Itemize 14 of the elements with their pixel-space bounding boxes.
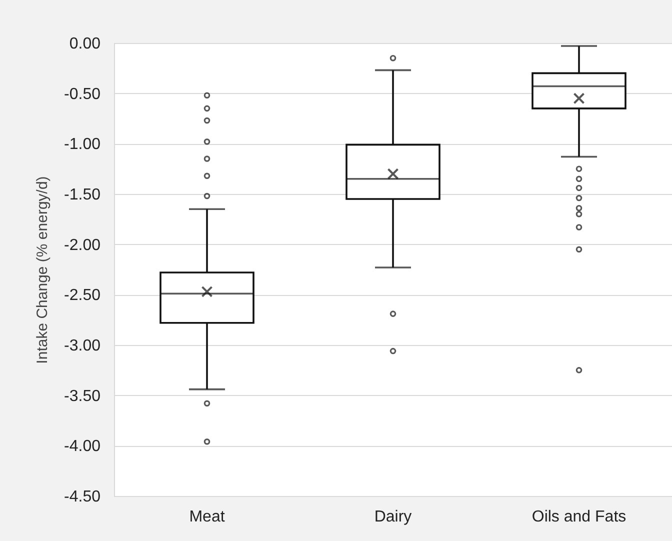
x-tick-label: Meat bbox=[189, 508, 226, 526]
x-tick-label: Dairy bbox=[374, 508, 412, 526]
y-tick-label: -1.00 bbox=[64, 136, 101, 154]
y-tick-label: -4.00 bbox=[64, 438, 101, 456]
y-tick-label: -0.50 bbox=[64, 86, 101, 103]
y-tick-label: -3.50 bbox=[64, 388, 101, 405]
y-tick-label: -1.50 bbox=[64, 186, 101, 204]
x-tick-label: Oils and Fats bbox=[532, 508, 626, 526]
y-tick-label: 0.00 bbox=[69, 36, 101, 52]
y-tick-label: -2.50 bbox=[64, 287, 101, 304]
y-tick-label: -2.00 bbox=[64, 236, 101, 254]
y-axis-title: Intake Change (% energy/d) bbox=[34, 176, 52, 364]
y-tick-label: -3.00 bbox=[64, 338, 101, 354]
y-tick-label: -4.50 bbox=[64, 488, 101, 506]
